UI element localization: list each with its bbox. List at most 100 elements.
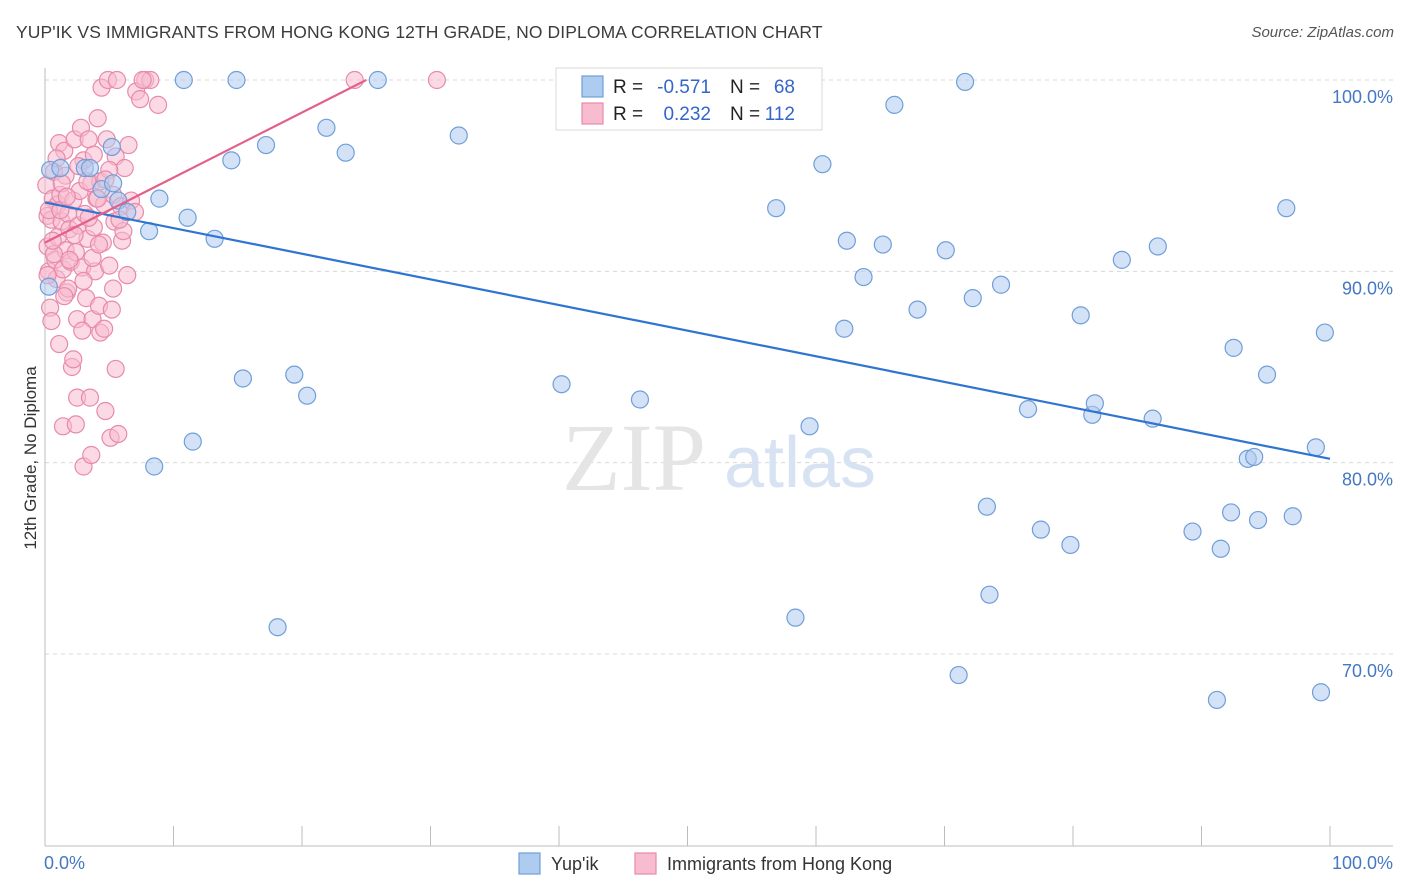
y-tick-label-3: 70.0%: [1342, 661, 1393, 681]
hong-kong-point-75: [66, 415, 85, 434]
y-tick-labels: 100.0% 90.0% 80.0% 70.0%: [1332, 87, 1393, 681]
x-tick-label-min: 0.0%: [44, 853, 85, 873]
yupik-point-7: [104, 174, 123, 193]
yupik-point-19: [233, 369, 252, 388]
bottom-legend-swatch-hong-kong: [634, 852, 657, 875]
yupik-point-69: [1315, 323, 1334, 342]
legend-n-value-1: 68: [774, 77, 795, 98]
yupik-point-57: [1207, 690, 1227, 710]
hong-kong-point-98: [74, 271, 93, 290]
source-label: Source: ZipAtlas.com: [1251, 24, 1394, 41]
yupik-point-38: [885, 95, 904, 114]
hong-kong-point-110: [427, 70, 447, 90]
yupik-point-49: [1061, 535, 1080, 555]
yupik-point-41: [949, 665, 968, 685]
yupik-point-4: [80, 158, 100, 178]
yupik-point-68: [1311, 683, 1331, 702]
hong-kong-trend-line: [44, 79, 367, 244]
yupik-point-35: [837, 231, 856, 250]
yupik-point-34: [835, 319, 854, 338]
legend-swatch-hong-kong: [581, 102, 604, 125]
yupik-point-64: [1257, 365, 1277, 384]
bottom-legend: Yup'ik Immigrants from Hong Kong: [518, 852, 892, 875]
watermark: ZIP atlas: [562, 404, 876, 511]
legend-r-value-2: 0.232: [663, 104, 711, 125]
yupik-point-9: [118, 202, 137, 222]
yupik-point-66: [1283, 507, 1302, 526]
legend-n-value-2: 112: [765, 104, 795, 125]
yupik-point-48: [1031, 520, 1050, 539]
yupik-point-67: [1306, 438, 1325, 457]
hong-kong-point-80: [95, 319, 114, 338]
yupik-point-46: [991, 275, 1011, 294]
hong-kong-point-94: [55, 287, 74, 306]
hong-kong-point-108: [148, 95, 168, 114]
yupik-point-65: [1277, 199, 1296, 218]
hong-kong-point-84: [118, 266, 137, 285]
yupik-point-50: [1071, 306, 1090, 325]
legend-r-label-2: R =: [613, 104, 643, 125]
bottom-legend-label-yupik: Yup'ik: [551, 854, 599, 874]
hong-kong-point-103: [104, 279, 123, 298]
legend-n-label-2: N =: [730, 104, 760, 125]
hong-kong-point-49: [88, 109, 107, 128]
yupik-point-22: [285, 365, 304, 384]
series-yupik-points: [39, 70, 1334, 710]
yupik-point-17: [222, 151, 241, 170]
hong-kong-point-42: [80, 388, 100, 407]
watermark-atlas: atlas: [724, 423, 876, 503]
yupik-point-30: [767, 199, 786, 218]
y-tick-label-1: 90.0%: [1342, 278, 1393, 298]
legend-r-label-1: R =: [613, 77, 643, 98]
hong-kong-point-41: [79, 130, 98, 149]
yupik-point-55: [1148, 237, 1167, 256]
hong-kong-point-72: [50, 334, 69, 354]
yupik-point-47: [1018, 399, 1038, 419]
yupik-point-39: [908, 300, 927, 319]
hong-kong-point-76: [73, 321, 92, 340]
hong-kong-point-26: [64, 350, 83, 369]
chart-title: YUP'IK VS IMMIGRANTS FROM HONG KONG 12TH…: [16, 22, 823, 42]
yupik-point-60: [1224, 338, 1243, 357]
hong-kong-point-44: [82, 445, 101, 465]
y-tick-label-2: 80.0%: [1342, 470, 1393, 490]
yupik-point-11: [145, 457, 164, 476]
yupik-point-12: [150, 189, 169, 208]
yupik-point-40: [936, 241, 955, 260]
x-tick-label-max: 100.0%: [1332, 853, 1393, 873]
yupik-point-26: [368, 70, 387, 90]
yupik-point-52: [1085, 394, 1104, 413]
legend-swatch-yupik: [581, 75, 604, 98]
yupik-point-13: [174, 70, 193, 90]
hong-kong-point-87: [130, 90, 150, 109]
yupik-point-31: [786, 608, 805, 627]
trend-lines: [44, 79, 1331, 460]
hong-kong-point-59: [100, 256, 119, 275]
yupik-point-43: [963, 289, 982, 308]
series-hong-kong-points: [37, 70, 447, 476]
yupik-point-36: [854, 267, 873, 287]
hong-kong-point-101: [89, 235, 109, 254]
yupik-point-62: [1245, 447, 1264, 467]
yupik-point-24: [317, 118, 336, 137]
legend-n-label-1: N =: [730, 77, 760, 98]
yupik-point-20: [256, 135, 276, 155]
yupik-point-25: [336, 143, 355, 162]
hong-kong-point-65: [107, 70, 127, 90]
yupik-point-42: [955, 72, 975, 92]
yupik-point-45: [980, 585, 999, 604]
yupik-point-0: [39, 277, 58, 296]
yupik-point-18: [227, 70, 246, 90]
yupik-point-29: [630, 390, 650, 409]
hong-kong-point-56: [96, 401, 115, 421]
yupik-point-32: [800, 417, 819, 436]
bottom-legend-label-hong-kong: Immigrants from Hong Kong: [667, 854, 892, 874]
yupik-trend-line: [44, 201, 1331, 460]
y-axis-title: 12th Grade, No Diploma: [21, 366, 40, 550]
yupik-point-14: [178, 208, 197, 227]
hong-kong-point-82: [106, 359, 125, 379]
hong-kong-point-105: [119, 135, 138, 155]
hong-kong-point-111: [57, 187, 76, 206]
yupik-point-56: [1183, 522, 1202, 541]
